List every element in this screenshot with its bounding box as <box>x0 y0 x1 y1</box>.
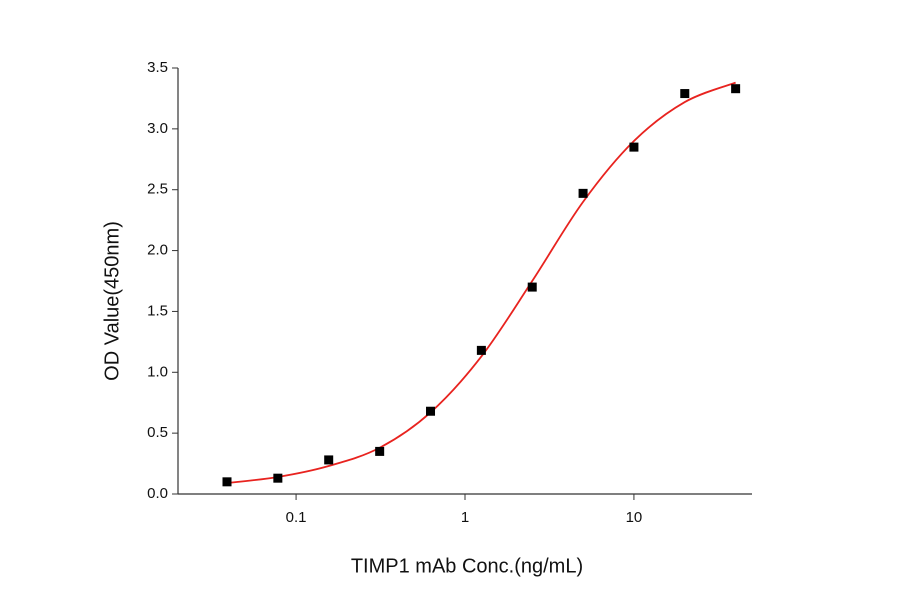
y-tick-label: 0.0 <box>147 485 168 502</box>
data-point <box>629 142 639 152</box>
y-tick-label: 0.5 <box>147 424 168 441</box>
data-point <box>731 84 741 94</box>
data-point <box>680 89 690 99</box>
y-tick-label: 3.0 <box>147 120 168 137</box>
data-point <box>578 188 588 198</box>
fit-curve <box>226 81 736 484</box>
y-tick-label: 3.5 <box>147 59 168 76</box>
x-tick-label: 10 <box>626 509 643 526</box>
data-point <box>426 406 436 416</box>
y-tick-label: 1.0 <box>147 363 168 380</box>
data-point <box>222 477 232 487</box>
data-point <box>273 473 283 483</box>
x-tick-label: 1 <box>461 509 469 526</box>
y-axis-title: OD Value(450nm) <box>101 221 123 381</box>
data-point <box>375 446 385 456</box>
data-point <box>527 282 537 292</box>
y-tick-label: 2.0 <box>147 242 168 259</box>
data-point <box>324 455 334 465</box>
x-tick-label: 0.1 <box>286 509 307 526</box>
y-tick-label: 1.5 <box>147 302 168 319</box>
data-point <box>476 345 486 355</box>
x-axis-title: TIMP1 mAb Conc.(ng/mL) <box>351 555 583 577</box>
y-tick-label: 2.5 <box>147 181 168 198</box>
